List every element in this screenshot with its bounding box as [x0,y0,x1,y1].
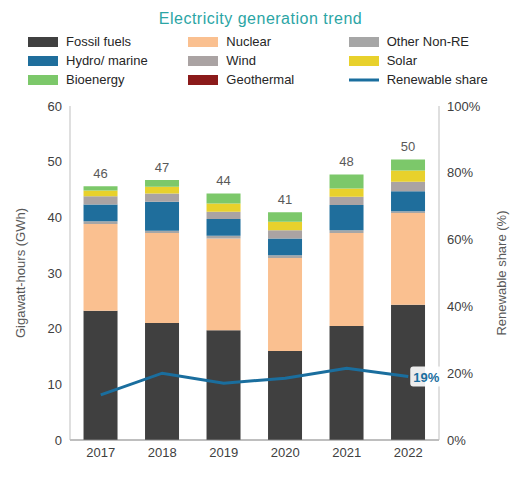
svg-text:80%: 80% [447,165,473,180]
svg-text:2021: 2021 [332,445,361,460]
svg-text:0: 0 [55,433,62,448]
svg-text:40: 40 [48,210,62,225]
svg-text:Renewable share (%): Renewable share (%) [494,210,509,335]
svg-text:2020: 2020 [271,445,300,460]
svg-text:40%: 40% [447,299,473,314]
svg-text:20%: 20% [447,366,473,381]
html-text:Solar: Solar [386,53,417,68]
html-text:Other Non-RE: Other Non-RE [386,34,469,49]
html-text:Nuclear: Nuclear [226,34,272,49]
svg-text:44: 44 [216,173,230,188]
svg-text:50: 50 [48,154,62,169]
html-text:Geothermal: Geothermal [226,72,295,87]
html-text:Wind: Wind [226,53,256,68]
svg-text:60: 60 [48,99,62,114]
svg-text:60%: 60% [447,232,473,247]
svg-text:Gigawatt-hours (GWh): Gigawatt-hours (GWh) [13,208,28,338]
svg-text:0%: 0% [447,433,466,448]
svg-text:48: 48 [339,154,353,169]
svg-text:20: 20 [48,321,62,336]
html-text:Bioenergy: Bioenergy [66,72,125,87]
html-text:Renewable share: Renewable share [386,72,488,87]
svg-text:50: 50 [401,139,415,154]
html-text:Fossil fuels: Fossil fuels [66,34,131,49]
svg-text:2018: 2018 [148,445,177,460]
svg-text:19%: 19% [413,370,439,385]
svg-text:47: 47 [155,160,169,175]
svg-text:2017: 2017 [86,445,115,460]
svg-text:46: 46 [93,166,107,181]
svg-text:10: 10 [48,377,62,392]
html-text:Electricity generation trend: Electricity generation trend [158,10,363,27]
svg-text:30: 30 [48,266,62,281]
svg-text:2022: 2022 [394,445,423,460]
svg-text:2019: 2019 [209,445,238,460]
html-text:Hydro/ marine: Hydro/ marine [66,53,148,68]
svg-text:41: 41 [278,192,292,207]
svg-text:100%: 100% [447,99,481,114]
